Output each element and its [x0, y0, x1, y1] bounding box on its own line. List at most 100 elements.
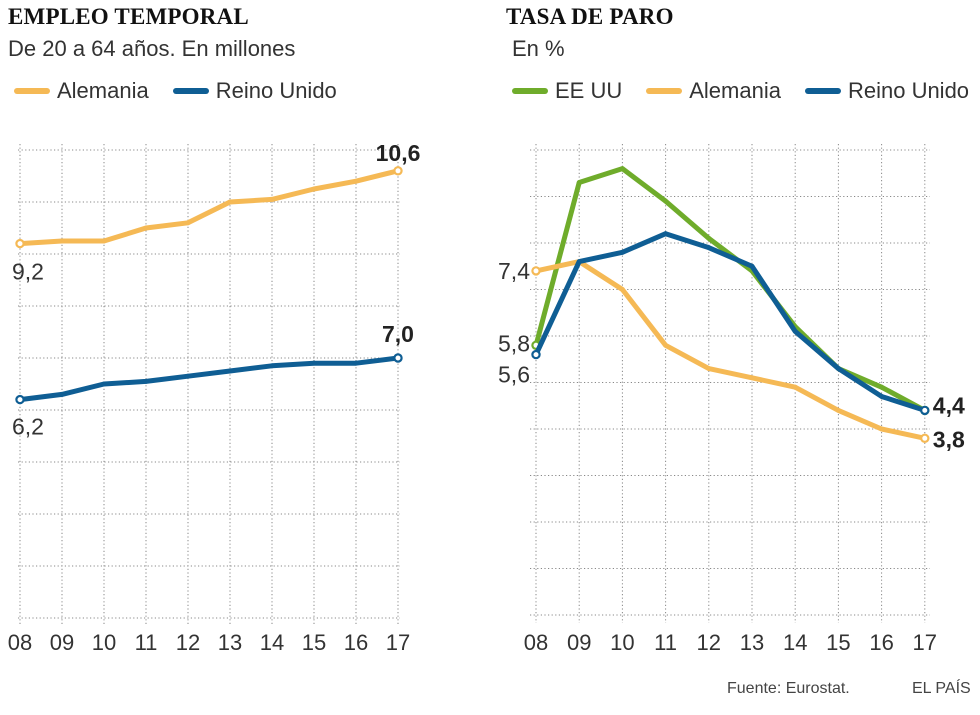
- legend-item-ee-uu: EE UU: [512, 78, 622, 104]
- data-point-alemania: [59, 238, 65, 244]
- chart-legend: Alemania Reino Unido: [14, 78, 361, 104]
- legend-swatch-reino-unido: [804, 88, 841, 94]
- data-point-reino-unido: [393, 353, 403, 363]
- x-tick-label: 10: [92, 630, 116, 655]
- data-point-alemania: [706, 366, 712, 371]
- data-point-reino-unido: [920, 405, 930, 416]
- chart-empleo-temporal: EMPLEO TEMPORAL De 20 a 64 años. En mill…: [0, 0, 470, 715]
- chart-plot-right: 08 09 10 11 12 13 14 15 16 17 5,8 4,4 7,4 3,8 5,6: [498, 144, 965, 655]
- series-line-alemania: [17, 168, 401, 247]
- data-point-reino-unido: [353, 360, 359, 366]
- x-tick-label: 14: [783, 630, 807, 655]
- legend-item-alemania: Alemania: [646, 78, 781, 104]
- start-value-label-alemania: 7,4: [498, 258, 530, 284]
- chart-subtitle: En %: [512, 36, 565, 61]
- x-axis-ticks: 08 09 10 11 12 13 14 15 16 17: [524, 630, 937, 655]
- x-tick-label: 11: [654, 630, 677, 655]
- series-line-alemania: [533, 259, 928, 441]
- start-value-label-reino-unido: 6,2: [12, 414, 44, 440]
- data-point-reino-unido: [311, 360, 317, 366]
- data-point-reino-unido: [792, 328, 798, 334]
- data-point-reino-unido: [576, 259, 582, 264]
- data-point-ee-uu: [879, 384, 884, 390]
- x-axis-ticks: 08 09 10 11 12 13 14 15 16 17: [8, 630, 410, 655]
- data-point-alemania: [836, 408, 841, 413]
- footer-source: Fuente: Eurostat.: [727, 680, 850, 697]
- legend-label-reino-unido: Reino Unido: [847, 78, 970, 103]
- data-point-reino-unido: [706, 245, 712, 251]
- series-alemania: 7,4 3,8: [498, 258, 965, 452]
- data-point-alemania: [185, 220, 191, 226]
- x-tick-label: 12: [176, 630, 200, 655]
- start-value-label-alemania: 9,2: [12, 259, 44, 285]
- data-point-reino-unido: [663, 231, 668, 237]
- legend-swatch-reino-unido: [172, 88, 209, 94]
- data-point-reino-unido: [59, 392, 65, 397]
- legend-label-reino-unido: Reino Unido: [215, 78, 337, 103]
- data-point-reino-unido: [531, 349, 541, 360]
- x-tick-label: 15: [826, 630, 850, 655]
- data-point-alemania: [15, 238, 25, 249]
- data-point-reino-unido: [620, 249, 625, 255]
- data-point-reino-unido: [15, 394, 25, 405]
- data-point-reino-unido: [836, 366, 841, 371]
- grid: [18, 144, 400, 626]
- data-point-alemania: [879, 426, 884, 432]
- data-point-alemania: [920, 433, 930, 443]
- x-tick-label: 11: [135, 630, 158, 655]
- end-value-label-alemania: 3,8: [933, 426, 965, 452]
- data-point-alemania: [620, 287, 625, 292]
- x-tick-label: 14: [260, 630, 284, 655]
- x-tick-label: 09: [50, 630, 74, 655]
- data-point-ee-uu: [620, 166, 625, 172]
- data-point-reino-unido: [749, 263, 755, 269]
- x-tick-label: 13: [740, 630, 764, 655]
- start-value-label-reino-unido: 5,6: [498, 362, 530, 388]
- data-point-reino-unido: [227, 368, 233, 374]
- chart-legend: EE UU Alemania Reino Unido: [512, 78, 969, 104]
- legend-label-alemania: Alemania: [57, 78, 149, 103]
- data-point-reino-unido: [101, 381, 107, 387]
- data-point-alemania: [393, 166, 403, 176]
- series-line-reino-unido: [533, 231, 928, 413]
- series-alemania: 9,2 10,6: [12, 140, 420, 285]
- chart-plot-left: 08 09 10 11 12 13 14 15 16 17 9,2 10,6 6,2 7,0: [8, 140, 421, 655]
- x-tick-label: 09: [567, 630, 591, 655]
- chart-subtitle: De 20 a 64 años. En millones: [8, 36, 296, 61]
- legend-label-ee-uu: EE UU: [555, 78, 623, 103]
- x-tick-label: 10: [610, 630, 634, 655]
- data-point-reino-unido: [185, 373, 191, 379]
- x-tick-label: 17: [386, 630, 410, 655]
- data-point-alemania: [311, 186, 317, 192]
- x-tick-label: 12: [697, 630, 721, 655]
- data-point-alemania: [353, 178, 359, 184]
- x-tick-label: 08: [524, 630, 548, 655]
- chart-title: EMPLEO TEMPORAL: [8, 4, 249, 29]
- legend-swatch-alemania: [646, 88, 683, 94]
- x-tick-label: 08: [8, 630, 32, 655]
- data-point-alemania: [143, 225, 149, 231]
- data-point-alemania: [227, 199, 233, 205]
- end-value-label-reino-unido: 7,0: [382, 321, 414, 347]
- series-reino-unido: 5,6: [498, 231, 930, 416]
- data-point-ee-uu: [576, 180, 582, 185]
- x-tick-label: 15: [302, 630, 326, 655]
- chart-title: TASA DE PARO: [506, 4, 674, 29]
- legend-swatch-alemania: [14, 88, 50, 94]
- footer-brand: EL PAÍS: [912, 680, 971, 697]
- legend-item-alemania: Alemania: [14, 78, 149, 104]
- data-point-alemania: [663, 342, 668, 348]
- x-tick-label: 13: [218, 630, 242, 655]
- data-point-ee-uu: [663, 198, 668, 204]
- data-point-alemania: [269, 197, 275, 202]
- x-tick-label: 16: [344, 630, 368, 655]
- legend-label-alemania: Alemania: [689, 78, 781, 103]
- x-tick-label: 17: [913, 630, 937, 655]
- x-tick-label: 16: [869, 630, 893, 655]
- series-reino-unido: 6,2 7,0: [12, 321, 414, 440]
- start-value-label-ee-uu: 5,8: [498, 330, 530, 356]
- end-value-label-ee-uu: 4,4: [933, 392, 965, 418]
- grid: [530, 144, 930, 623]
- end-value-label-alemania: 10,6: [376, 140, 421, 166]
- data-point-alemania: [792, 384, 798, 390]
